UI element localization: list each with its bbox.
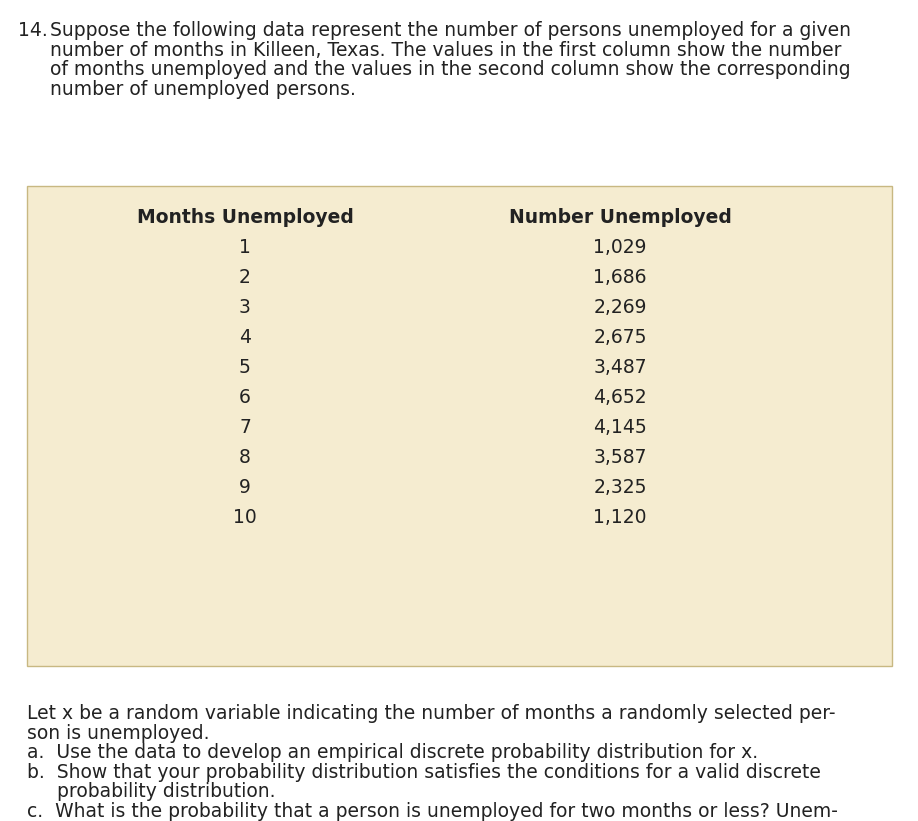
Text: Number Unemployed: Number Unemployed [509,208,732,227]
Text: 2,325: 2,325 [593,478,647,497]
Text: 2,675: 2,675 [593,328,647,347]
Text: 8: 8 [239,448,251,467]
Text: 4: 4 [239,328,251,347]
Text: a.  Use the data to develop an empirical discrete probability distribution for x: a. Use the data to develop an empirical … [27,743,758,762]
Text: 2: 2 [239,268,251,287]
Text: 2,269: 2,269 [593,298,647,317]
Text: 1,686: 1,686 [593,268,647,287]
FancyBboxPatch shape [27,186,892,666]
Text: 10: 10 [233,508,257,527]
Text: 4,652: 4,652 [593,388,647,407]
Text: 3,587: 3,587 [593,448,647,467]
Text: number of months in Killeen, Texas. The values in the first column show the numb: number of months in Killeen, Texas. The … [50,40,842,59]
Text: 1,120: 1,120 [593,508,647,527]
Text: of months unemployed and the values in the second column show the corresponding: of months unemployed and the values in t… [50,60,851,79]
Text: 3,487: 3,487 [593,358,647,377]
Text: 3: 3 [239,298,251,317]
Text: 1,029: 1,029 [593,238,647,257]
Text: c.  What is the probability that a person is unemployed for two months or less? : c. What is the probability that a person… [27,801,838,820]
Text: 1: 1 [239,238,251,257]
Text: 7: 7 [239,418,251,437]
Text: number of unemployed persons.: number of unemployed persons. [50,80,356,99]
Text: 4,145: 4,145 [593,418,647,437]
Text: 14.: 14. [18,21,48,40]
Text: Suppose the following data represent the number of persons unemployed for a give: Suppose the following data represent the… [50,21,851,40]
Text: 5: 5 [239,358,251,377]
Text: son is unemployed.: son is unemployed. [27,723,209,742]
Text: probability distribution.: probability distribution. [27,782,275,801]
Text: Let x be a random variable indicating the number of months a randomly selected p: Let x be a random variable indicating th… [27,704,835,723]
Text: 9: 9 [239,478,251,497]
Text: 6: 6 [239,388,251,407]
Text: Months Unemployed: Months Unemployed [137,208,353,227]
Text: b.  Show that your probability distribution satisfies the conditions for a valid: b. Show that your probability distributi… [27,763,821,782]
